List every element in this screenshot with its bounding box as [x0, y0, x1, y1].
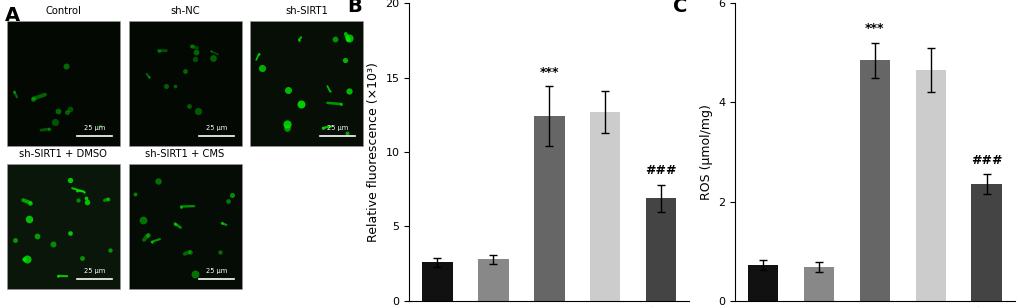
Bar — [533, 116, 564, 301]
Text: 25 μm: 25 μm — [84, 268, 105, 274]
Bar — [422, 262, 452, 301]
Bar — [970, 184, 1002, 301]
Text: 25 μm: 25 μm — [205, 125, 226, 131]
Text: Control: Control — [45, 6, 82, 17]
Bar — [478, 259, 508, 301]
Bar — [915, 70, 946, 301]
Text: sh-SIRT1 + CMS: sh-SIRT1 + CMS — [146, 150, 224, 159]
Text: A: A — [5, 6, 20, 25]
Text: ###: ### — [970, 154, 1002, 167]
Bar — [7, 164, 119, 289]
Text: ***: *** — [539, 66, 558, 79]
Bar — [128, 164, 242, 289]
Text: ###: ### — [645, 164, 677, 177]
Text: sh-SIRT1: sh-SIRT1 — [285, 6, 328, 17]
Bar — [645, 198, 676, 301]
Text: sh-NC: sh-NC — [170, 6, 200, 17]
Text: 25 μm: 25 μm — [205, 268, 226, 274]
Text: 25 μm: 25 μm — [84, 125, 105, 131]
Bar — [589, 112, 620, 301]
Bar — [7, 21, 119, 146]
Bar — [803, 267, 834, 301]
Y-axis label: Relative fluorescence (×10³): Relative fluorescence (×10³) — [367, 62, 379, 242]
Bar — [251, 21, 363, 146]
Bar — [747, 265, 777, 301]
Y-axis label: ROS (μmol/mg): ROS (μmol/mg) — [699, 104, 712, 200]
Bar — [128, 21, 242, 146]
Text: ***: *** — [864, 22, 883, 35]
Text: 25 μm: 25 μm — [327, 125, 348, 131]
Bar — [859, 60, 890, 301]
Text: C: C — [673, 0, 687, 16]
Text: B: B — [347, 0, 362, 16]
Text: sh-SIRT1 + DMSO: sh-SIRT1 + DMSO — [19, 150, 107, 159]
